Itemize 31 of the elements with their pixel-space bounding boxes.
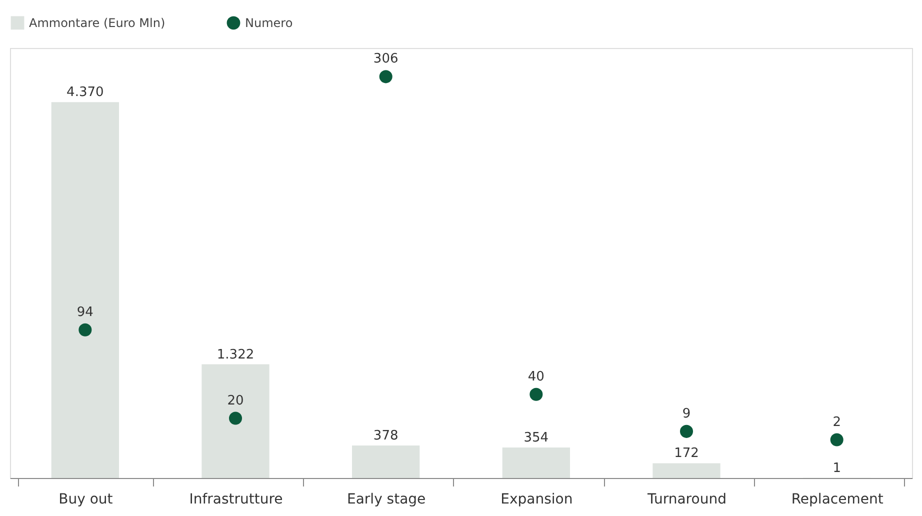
bar [652,463,720,478]
x-tick-label: Infrastrutture [189,492,283,508]
bar [352,445,420,478]
data-label: 1.322 [216,347,254,362]
x-tick-label: Buy out [58,492,114,508]
data-label: 9 [682,406,691,422]
data-label: 40 [528,369,544,384]
point [379,70,392,84]
point [680,424,694,438]
bar [51,102,119,478]
point [530,388,543,401]
x-tick-label: Expansion [500,492,573,508]
data-label: 306 [373,52,398,67]
bar [202,364,270,478]
data-label: 378 [373,428,398,444]
legend-label: Ammontare (Euro Mln) [29,16,166,30]
x-tick-label: Turnaround [646,492,726,508]
data-label: 1 [832,460,841,476]
data-label: 94 [76,304,94,320]
point [228,412,242,425]
point [830,433,844,446]
data-label: 2 [832,414,841,430]
bar [502,448,570,478]
x-tick-label: Replacement [791,492,884,508]
data-label: 20 [227,393,244,408]
legend-label: Numero [245,16,293,30]
data-label: 172 [674,446,699,462]
point [78,323,92,336]
x-tick-label: Early stage [346,492,426,508]
data-label: 354 [524,430,549,446]
data-label: 4.370 [66,85,104,100]
